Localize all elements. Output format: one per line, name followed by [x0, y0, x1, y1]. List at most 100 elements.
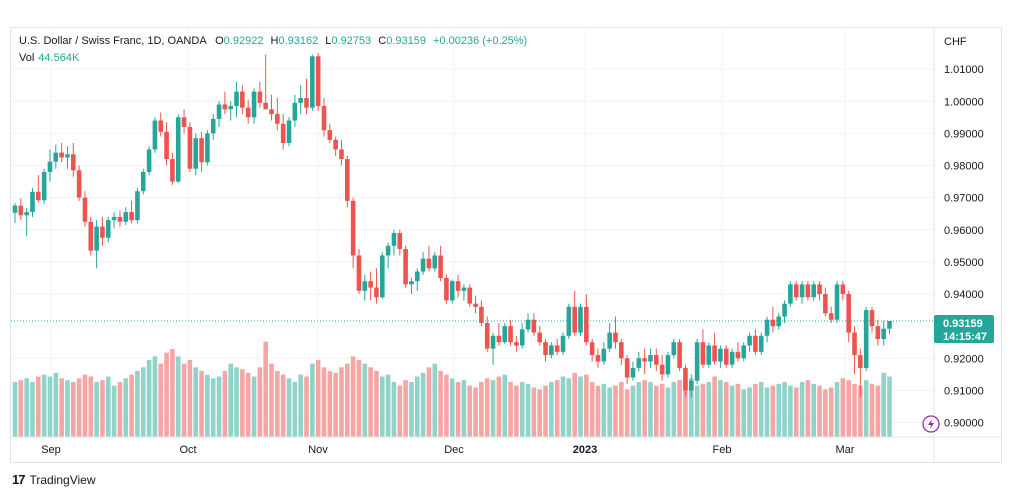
candle-body: [461, 287, 467, 291]
candle-body: [887, 321, 892, 329]
candle-body: [129, 212, 134, 221]
countdown-label: 14:15:47: [943, 331, 987, 343]
volume-bar: [531, 387, 537, 437]
x-tick-label: 2023: [573, 444, 597, 456]
candle-body: [805, 284, 811, 298]
volume-bar: [53, 372, 59, 437]
volume-bar: [327, 371, 333, 437]
price-axis[interactable]: 1.01000 1.00000 0.99000 0.98000 0.97000 0.960…: [944, 64, 984, 429]
volume-bar: [181, 363, 187, 437]
volume-bar: [788, 385, 793, 437]
candlestick-chart[interactable]: 1.01000 1.00000 0.99000 0.98000 0.97000 0.960…: [11, 28, 1001, 462]
volume-bar: [817, 385, 822, 437]
volume-bar: [741, 389, 747, 437]
candle-body: [811, 284, 817, 298]
candle-body: [350, 200, 356, 256]
volume-bar: [508, 382, 513, 437]
x-tick-label: Oct: [179, 444, 196, 456]
volume-bar: [706, 382, 712, 437]
volume-bar: [275, 371, 280, 437]
x-tick-label: Nov: [308, 444, 328, 456]
candle-body: [356, 255, 362, 291]
time-axis[interactable]: Sep Oct Nov Dec 2023 Feb Mar: [41, 444, 855, 456]
volume-bar: [117, 382, 123, 437]
volume-bar: [525, 383, 531, 437]
candle-body: [741, 345, 747, 359]
volume-bar: [339, 367, 344, 437]
volume-bar: [111, 385, 117, 437]
volume-bar: [257, 367, 263, 437]
volume-bar: [228, 363, 234, 437]
volume-bar: [140, 367, 146, 437]
volume-bar: [461, 380, 467, 437]
volume-bar: [881, 372, 886, 437]
candle-body: [554, 345, 560, 352]
volume-bar: [432, 363, 438, 437]
volume-bar: [47, 376, 53, 437]
volume-bar: [846, 380, 851, 437]
volume-bar: [630, 385, 636, 437]
candle-body: [537, 332, 542, 343]
candle-body: [514, 342, 519, 346]
candle-body: [420, 258, 426, 272]
volume-bar: [65, 380, 70, 437]
volume-bar: [362, 363, 368, 437]
candle-body: [315, 56, 321, 107]
candle-body: [245, 107, 251, 118]
volume-bar: [543, 385, 548, 437]
volume-bar: [578, 376, 583, 437]
volume-bar: [164, 352, 169, 437]
y-tick-label: 1.01000: [944, 64, 984, 76]
volume-bar: [263, 341, 268, 437]
y-tick-label: 0.94000: [944, 289, 984, 301]
volume-label[interactable]: Vol: [19, 52, 35, 64]
candle-body: [216, 104, 222, 119]
candle-body: [333, 139, 338, 150]
candle-body: [251, 91, 257, 118]
y-tick-label: 0.98000: [944, 161, 984, 173]
candle-body: [659, 364, 665, 375]
volume-bar: [659, 383, 665, 437]
candle-body: [117, 216, 123, 222]
symbol-title[interactable]: U.S. Dollar / Swiss Franc, 1D, OANDA: [19, 35, 207, 47]
volume-bar: [170, 349, 175, 437]
volume-bar: [793, 387, 799, 437]
candle-body: [502, 326, 508, 343]
y-tick-label: 0.99000: [944, 128, 984, 140]
y-tick-label: 0.97000: [944, 193, 984, 205]
volume-bar: [519, 382, 525, 437]
volume-legend: Vol 44.564K: [19, 52, 79, 64]
volume-bar: [24, 378, 29, 437]
close-value: 0.93159: [386, 35, 426, 47]
candle-body: [181, 117, 187, 127]
volume-bar: [321, 367, 327, 437]
candle-body: [65, 154, 70, 158]
candle-body: [828, 313, 834, 320]
volume-bar: [420, 372, 426, 437]
volume-bar: [269, 363, 274, 437]
tradingview-brand[interactable]: 17 TradingView: [12, 472, 96, 487]
volume-value: 44.564K: [38, 52, 80, 64]
candle-body: [438, 255, 443, 278]
candle-body: [817, 284, 822, 295]
candle-body: [409, 281, 414, 285]
volume-bar: [152, 356, 158, 437]
volume-bar: [566, 378, 572, 437]
volume-bar: [601, 383, 607, 437]
candle-body: [286, 120, 292, 144]
candle-body: [88, 221, 94, 251]
candle-body: [654, 355, 659, 365]
candle-body: [560, 335, 566, 352]
candle-body: [823, 294, 828, 314]
candle-body: [543, 342, 548, 356]
candle-body: [304, 98, 309, 108]
candle-body: [53, 152, 59, 162]
candle-body: [82, 197, 88, 222]
candle-body: [549, 345, 554, 356]
y-tick-label: 0.92000: [944, 353, 984, 365]
volume-bar: [665, 387, 671, 437]
volume-bar: [205, 374, 210, 437]
last-price-tag: 0.93159 14:15:47: [934, 315, 994, 344]
lightning-icon[interactable]: [922, 415, 940, 433]
candle-body: [875, 326, 881, 340]
